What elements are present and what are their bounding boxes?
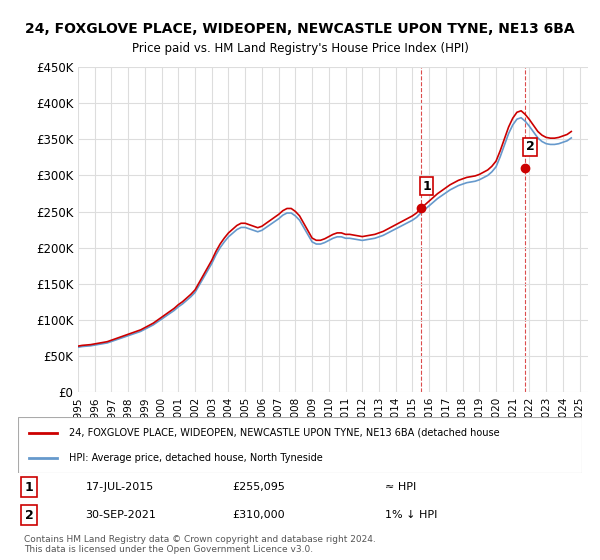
Text: HPI: Average price, detached house, North Tyneside: HPI: Average price, detached house, Nort…: [69, 452, 323, 463]
Text: 24, FOXGLOVE PLACE, WIDEOPEN, NEWCASTLE UPON TYNE, NE13 6BA (detached house: 24, FOXGLOVE PLACE, WIDEOPEN, NEWCASTLE …: [69, 428, 499, 438]
Text: Contains HM Land Registry data © Crown copyright and database right 2024.
This d: Contains HM Land Registry data © Crown c…: [24, 535, 376, 554]
Text: 1: 1: [25, 480, 34, 494]
Text: 1: 1: [422, 180, 431, 193]
Text: 1% ↓ HPI: 1% ↓ HPI: [385, 510, 437, 520]
Text: £255,095: £255,095: [232, 482, 285, 492]
Text: 2: 2: [25, 508, 34, 522]
Text: 2: 2: [526, 140, 535, 153]
Text: Price paid vs. HM Land Registry's House Price Index (HPI): Price paid vs. HM Land Registry's House …: [131, 42, 469, 55]
Text: 17-JUL-2015: 17-JUL-2015: [86, 482, 154, 492]
Text: £310,000: £310,000: [232, 510, 285, 520]
FancyBboxPatch shape: [18, 417, 582, 473]
Text: ≈ HPI: ≈ HPI: [385, 482, 416, 492]
Text: 30-SEP-2021: 30-SEP-2021: [86, 510, 157, 520]
Text: 24, FOXGLOVE PLACE, WIDEOPEN, NEWCASTLE UPON TYNE, NE13 6BA: 24, FOXGLOVE PLACE, WIDEOPEN, NEWCASTLE …: [25, 22, 575, 36]
